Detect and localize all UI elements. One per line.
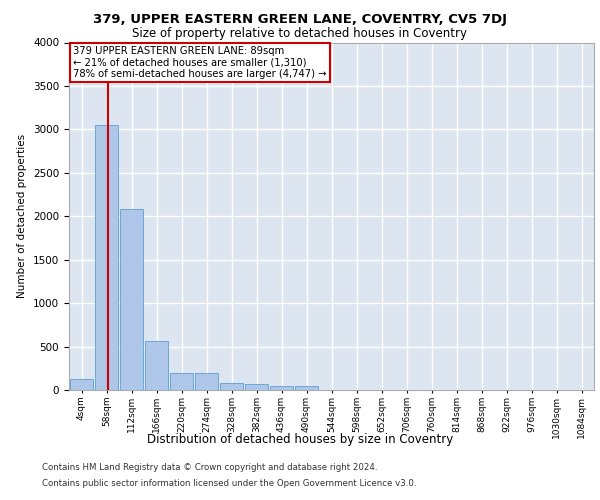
Bar [269, 386, 293, 390]
Text: 379 UPPER EASTERN GREEN LANE: 89sqm
← 21% of detached houses are smaller (1,310): 379 UPPER EASTERN GREEN LANE: 89sqm ← 21… [73, 46, 326, 79]
Bar [95, 125, 118, 390]
Y-axis label: Number of detached properties: Number of detached properties [17, 134, 28, 298]
Bar [145, 342, 169, 390]
Bar [295, 386, 319, 390]
Bar [194, 373, 218, 390]
Text: Contains public sector information licensed under the Open Government Licence v3: Contains public sector information licen… [42, 478, 416, 488]
Text: 379, UPPER EASTERN GREEN LANE, COVENTRY, CV5 7DJ: 379, UPPER EASTERN GREEN LANE, COVENTRY,… [93, 12, 507, 26]
Bar [119, 210, 143, 390]
Text: Distribution of detached houses by size in Coventry: Distribution of detached houses by size … [147, 433, 453, 446]
Bar [170, 373, 193, 390]
Bar [220, 384, 244, 390]
Text: Contains HM Land Registry data © Crown copyright and database right 2024.: Contains HM Land Registry data © Crown c… [42, 464, 377, 472]
Bar [245, 384, 268, 390]
Bar [70, 378, 94, 390]
Text: Size of property relative to detached houses in Coventry: Size of property relative to detached ho… [133, 28, 467, 40]
